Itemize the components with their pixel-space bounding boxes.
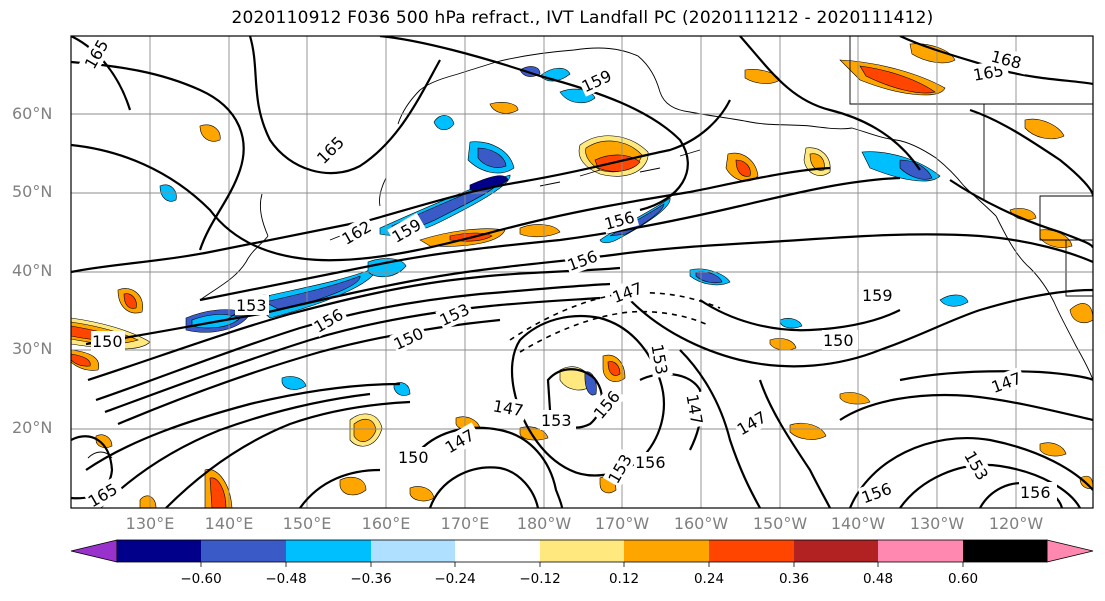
colorbar-segment (371, 540, 455, 562)
lon-label: 150°W (752, 514, 808, 533)
contour-label: 156 (635, 453, 666, 472)
colorbar-segment (878, 540, 963, 562)
lon-label: 130°E (125, 514, 175, 533)
colorbar-high-extend (1046, 539, 1094, 563)
contour-label: 153 (236, 296, 267, 315)
colorbar-segment (201, 540, 286, 562)
map-title: 2020110912 F036 500 hPa refract., IVT La… (231, 8, 934, 28)
colorbar-tick-label: 0.60 (947, 571, 979, 587)
lat-label: 30°N (12, 339, 53, 358)
colorbar-tick-label: −0.60 (180, 571, 222, 587)
colorbar-tick-label: −0.12 (519, 571, 561, 587)
lon-label: 170°E (440, 514, 490, 533)
colorbar (70, 539, 1094, 567)
lon-label: 140°E (204, 514, 254, 533)
colorbar-segment (286, 540, 371, 562)
lon-label: 140°W (830, 514, 886, 533)
lat-label: 50°N (12, 182, 53, 201)
lat-label: 20°N (12, 418, 53, 437)
colorbar-tick-label: −0.48 (265, 571, 307, 587)
contour-label: 150 (823, 331, 854, 350)
colorbar-segment (455, 540, 540, 562)
colorbar-segment (624, 540, 709, 562)
contour-label: 156 (1020, 483, 1051, 502)
colorbar-tick-label: 0.36 (778, 571, 810, 587)
map-frame (70, 35, 1094, 509)
colorbar-low-extend (70, 539, 118, 563)
colorbar-tick-label: 0.24 (693, 571, 725, 587)
graticule (71, 36, 1093, 508)
contour-label: 159 (862, 286, 893, 305)
colorbar-segment (963, 540, 1047, 562)
colorbar-segment (709, 540, 794, 562)
colorbar-segment (117, 540, 201, 562)
lon-label: 160°W (673, 514, 729, 533)
colorbar-segment (540, 540, 624, 562)
colorbar-segment (794, 540, 878, 562)
contour-label: 150 (398, 448, 429, 467)
lon-label: 180°W (516, 514, 572, 533)
colorbar-outline (116, 539, 1048, 563)
contour-label: 150 (92, 332, 123, 351)
lat-label: 40°N (12, 261, 53, 280)
colorbar-tick-label: −0.24 (434, 571, 476, 587)
lat-label: 60°N (12, 104, 53, 123)
contour-label: 153 (541, 411, 572, 430)
colorbar-tick-label: −0.36 (350, 571, 392, 587)
lon-label: 170°W (594, 514, 650, 533)
colorbar-tick-label: 0.48 (862, 571, 894, 587)
lon-label: 160°E (361, 514, 411, 533)
refractivity-contours (71, 36, 1093, 508)
lon-label: 130°W (909, 514, 965, 533)
lon-label: 120°W (988, 514, 1044, 533)
colorbar-tick-label: 0.12 (608, 571, 640, 587)
lon-label: 150°E (282, 514, 332, 533)
